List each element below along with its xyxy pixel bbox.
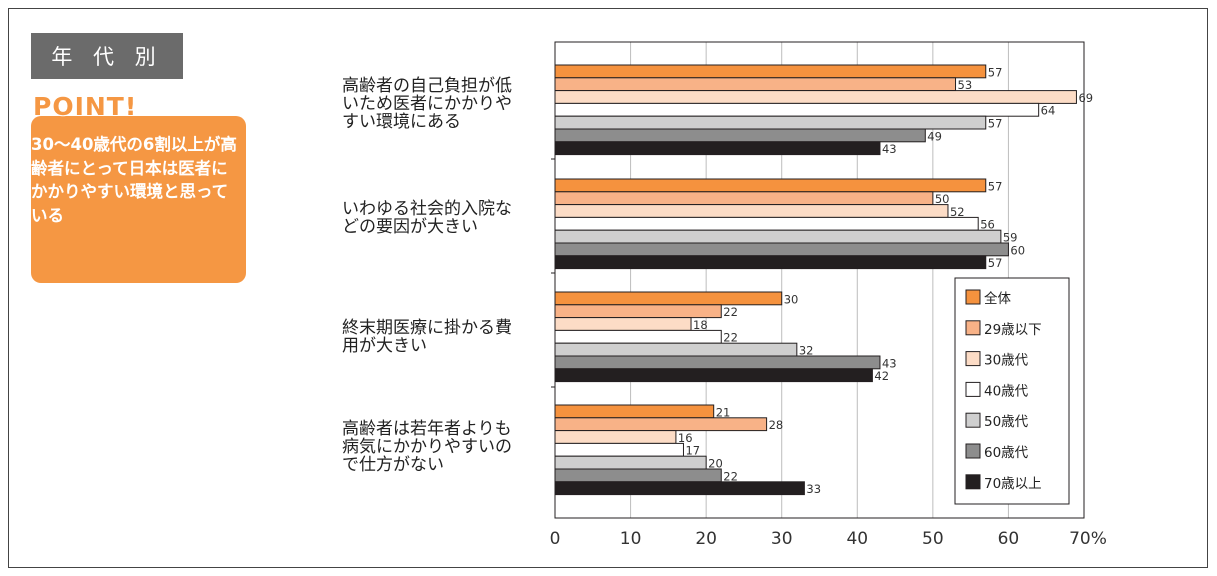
bar <box>554 128 926 143</box>
bar <box>554 430 677 444</box>
legend-swatch <box>965 381 981 397</box>
bar-value-label: 60 <box>1010 243 1025 257</box>
bar <box>554 178 987 193</box>
legend-label: 50歳代 <box>984 414 1029 430</box>
bar <box>554 141 881 156</box>
bar <box>554 368 873 383</box>
legend-label: 29歳以下 <box>984 322 1042 338</box>
bar-value-label: 53 <box>958 78 973 92</box>
bar-value-label: 33 <box>806 482 821 496</box>
plot-border <box>554 41 1085 519</box>
x-tick-label: 70% <box>1069 529 1107 549</box>
bar <box>554 229 1002 244</box>
bar-value-label: 30 <box>784 292 799 306</box>
bar-value-label: 21 <box>716 405 731 419</box>
category-label: いわゆる社会的入院な どの要因が大きい <box>342 199 512 237</box>
bar <box>554 304 722 319</box>
bar <box>554 468 722 483</box>
x-tick-label: 10 <box>620 529 642 549</box>
bar <box>554 342 798 357</box>
legend-swatch <box>965 320 981 336</box>
legend-swatch <box>965 289 981 305</box>
bar <box>554 77 957 92</box>
bar <box>554 64 987 79</box>
bar-value-label: 49 <box>927 129 942 143</box>
bar <box>554 291 783 306</box>
bar-value-label: 69 <box>1078 91 1093 105</box>
bar-value-label: 59 <box>1003 231 1018 245</box>
legend-label: 30歳代 <box>984 353 1029 369</box>
bar <box>554 481 805 496</box>
legend-label: 40歳代 <box>984 383 1029 399</box>
bar-value-label: 50 <box>935 192 950 206</box>
legend-label: 70歳以上 <box>984 476 1042 492</box>
legend-swatch <box>965 351 981 367</box>
category-label: 高齢者は若年者よりも 病気にかかりやすいの で仕方がない <box>342 419 512 475</box>
bar-value-label: 16 <box>678 431 693 445</box>
bar <box>554 216 979 231</box>
bar <box>554 255 987 270</box>
bar <box>554 417 768 432</box>
point-text: 30～40歳代の6割以上が高齢者にとって日本は医者にかかりやすい環境と思っている <box>31 135 237 225</box>
bar <box>554 204 949 218</box>
bar-value-label: 57 <box>988 179 1003 193</box>
bar-value-label: 57 <box>988 117 1003 131</box>
x-tick-label: 60 <box>998 529 1020 549</box>
legend-label: 60歳代 <box>984 445 1029 461</box>
bar <box>554 442 684 457</box>
legend-swatch <box>965 412 981 428</box>
legend-label: 全体 <box>984 290 1012 307</box>
bar <box>554 90 1077 104</box>
bar <box>554 355 881 370</box>
bar-value-label: 42 <box>874 369 889 383</box>
bar <box>554 317 692 331</box>
legend-swatch <box>965 474 981 490</box>
point-title: POINT! <box>32 91 138 122</box>
bar <box>554 102 1040 117</box>
bar-value-label: 32 <box>799 344 814 358</box>
category-badge: 年 代 別 <box>31 33 183 79</box>
bar <box>554 191 934 206</box>
point-box <box>31 116 246 283</box>
x-tick-label: 20 <box>695 529 717 549</box>
bar <box>554 404 715 419</box>
bar-value-label: 43 <box>882 356 897 370</box>
bar-value-label: 43 <box>882 142 897 156</box>
bar-value-label: 52 <box>950 205 965 219</box>
bar-value-label: 20 <box>708 457 723 471</box>
bar <box>554 329 722 344</box>
bar-value-label: 17 <box>685 444 700 458</box>
x-tick-label: 0 <box>550 529 561 549</box>
bar-value-label: 22 <box>723 331 738 345</box>
bar <box>554 455 707 470</box>
bar <box>554 242 1009 257</box>
category-label: 高齢者の自己負担が低 いため医者にかかりや すい環境にある <box>342 76 512 132</box>
bar-value-label: 64 <box>1041 104 1056 118</box>
bar-value-label: 22 <box>723 469 738 483</box>
bar-value-label: 28 <box>769 418 784 432</box>
bar <box>554 115 987 130</box>
x-tick-label: 30 <box>771 529 793 549</box>
bar-value-label: 57 <box>988 65 1003 79</box>
bar-value-label: 56 <box>980 218 995 232</box>
category-label: 終末期医療に掛かる費 用が大きい <box>342 318 512 356</box>
bar-value-label: 18 <box>693 318 708 332</box>
x-tick-label: 50 <box>922 529 944 549</box>
bar-value-label: 22 <box>723 305 738 319</box>
legend-swatch <box>965 443 981 459</box>
bar-value-label: 57 <box>988 256 1003 270</box>
x-tick-label: 40 <box>846 529 868 549</box>
